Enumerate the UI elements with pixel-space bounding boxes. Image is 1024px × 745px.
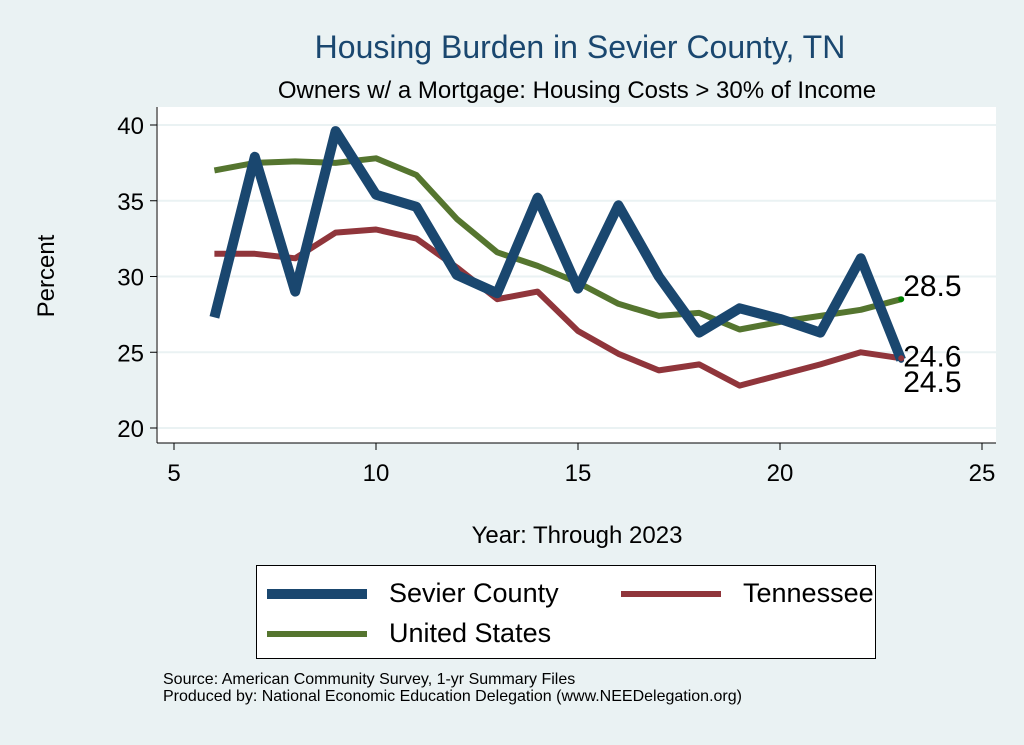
y-tick-label: 25 — [117, 340, 144, 367]
legend-swatch-us — [267, 630, 367, 637]
y-axis-label: Percent — [33, 234, 60, 317]
series-line-tennessee — [214, 226, 902, 389]
y-tick-label: 40 — [117, 113, 144, 140]
x-tick-label: 10 — [363, 460, 390, 487]
legend-swatch-tennessee — [621, 590, 721, 597]
x-tick-label: 5 — [167, 460, 180, 487]
end-label: 24.5 — [903, 366, 961, 399]
legend-label-us: United States — [389, 618, 552, 648]
y-tick-label: 35 — [117, 189, 144, 216]
series-line-sevier-county — [209, 126, 906, 362]
end-label: 28.5 — [903, 270, 961, 303]
x-tick-label: 20 — [767, 460, 794, 487]
legend-swatch-sevier — [267, 588, 367, 599]
legend-item-tennessee: Tennessee — [621, 578, 874, 609]
y-tick-label: 20 — [117, 416, 144, 443]
legend: Sevier County Tennessee United States — [256, 565, 876, 659]
legend-item-us: United States — [267, 618, 551, 649]
source-notes: Source: American Community Survey, 1-yr … — [163, 671, 742, 705]
legend-label-tennessee: Tennessee — [743, 578, 874, 608]
x-tick-label: 25 — [969, 460, 996, 487]
legend-label-sevier: Sevier County — [389, 578, 559, 608]
producer-note: Produced by: National Economic Education… — [163, 688, 742, 705]
end-label: 24.6 — [903, 340, 961, 373]
end-marker — [898, 296, 905, 303]
end-marker — [898, 355, 905, 362]
source-note: Source: American Community Survey, 1-yr … — [163, 671, 576, 688]
legend-item-sevier: Sevier County — [267, 578, 559, 609]
chart-subtitle: Owners w/ a Mortgage: Housing Costs > 30… — [278, 77, 876, 104]
chart-title: Housing Burden in Sevier County, TN — [315, 29, 846, 65]
y-tick-label: 30 — [117, 265, 144, 292]
x-axis-label: Year: Through 2023 — [472, 522, 683, 549]
x-tick-label: 15 — [565, 460, 592, 487]
